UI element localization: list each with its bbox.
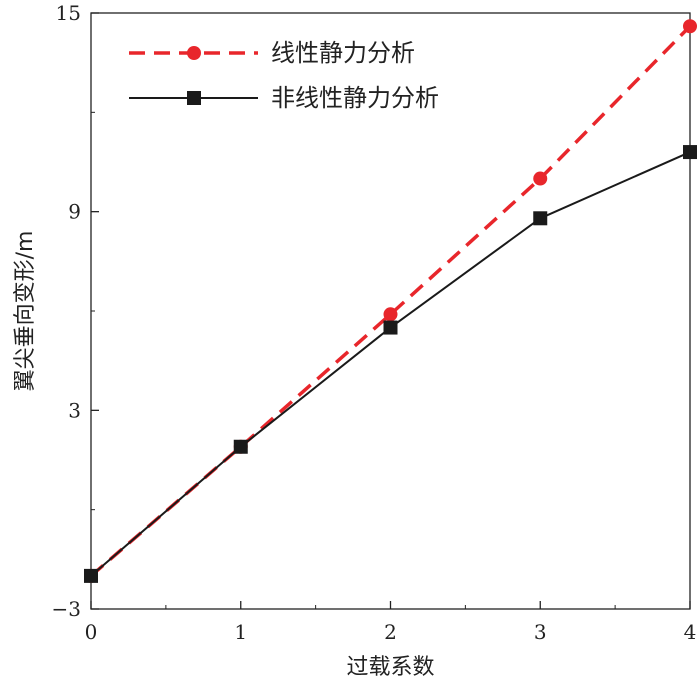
legend-label-2: 非线性静力分析 <box>271 84 439 112</box>
data-point-circle <box>683 19 697 34</box>
data-point-square <box>84 568 98 583</box>
legend-marker-circle <box>187 46 201 60</box>
y-tick-label: 3 <box>68 398 81 422</box>
axes: 0 1 2 3 4 −3 3 9 15 <box>52 1 697 644</box>
x-tick-label: 0 <box>85 620 98 644</box>
y-tick-label: −3 <box>52 597 81 621</box>
series-layer <box>84 19 697 583</box>
legend-marker-square <box>187 91 201 105</box>
y-tick-label: 15 <box>56 1 81 25</box>
data-point-square <box>233 439 248 454</box>
y-tick-label: 9 <box>68 200 81 224</box>
legend-label-1: 线性静力分析 <box>271 39 415 67</box>
data-point-circle <box>533 171 548 186</box>
series-line-2 <box>90 151 691 577</box>
x-tick-label: 4 <box>684 620 697 644</box>
data-point-square <box>683 145 697 160</box>
data-point-square <box>533 211 548 226</box>
y-axis-label: 翼尖垂向变形/m <box>13 231 38 392</box>
x-tick-label: 3 <box>534 620 547 644</box>
data-point-circle <box>383 307 398 322</box>
x-tick-label: 1 <box>234 620 247 644</box>
x-axis-label: 过载系数 <box>346 655 434 680</box>
data-point-square <box>383 320 398 335</box>
x-tick-label: 2 <box>384 620 397 644</box>
